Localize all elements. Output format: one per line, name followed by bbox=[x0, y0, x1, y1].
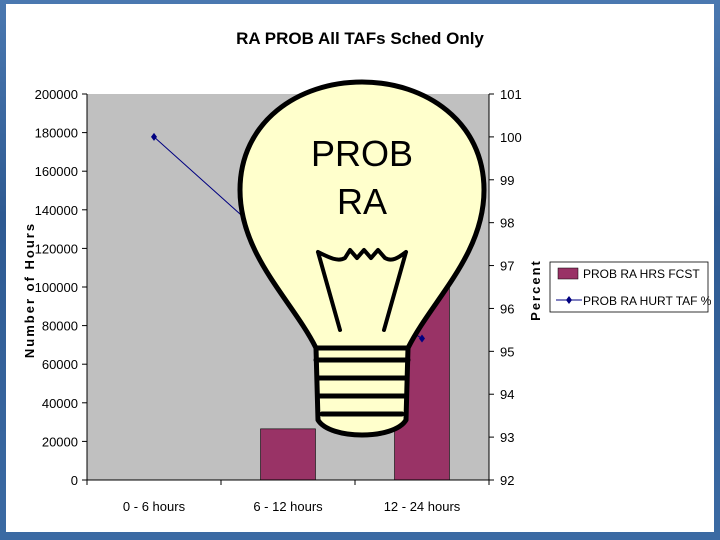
left-tick-label: 60000 bbox=[42, 357, 78, 372]
right-tick-label: 93 bbox=[500, 430, 514, 445]
left-axis-ticks: 2000001800001600001400001200001000008000… bbox=[35, 87, 87, 488]
line-point bbox=[151, 132, 157, 141]
legend-label-bar: PROB RA HRS FCST bbox=[583, 267, 700, 281]
left-tick-label: 140000 bbox=[35, 203, 78, 218]
bar bbox=[260, 428, 316, 481]
left-tick-label: 160000 bbox=[35, 164, 78, 179]
left-tick-label: 80000 bbox=[42, 319, 78, 334]
left-tick-label: 100000 bbox=[35, 280, 78, 295]
right-tick-label: 101 bbox=[500, 87, 522, 102]
left-tick-label: 180000 bbox=[35, 126, 78, 141]
bulb-filament bbox=[316, 248, 408, 332]
left-tick-label: 0 bbox=[71, 473, 78, 488]
legend-swatch-bar bbox=[557, 267, 579, 280]
right-tick-label: 92 bbox=[500, 473, 514, 488]
x-tick-label: 12 - 24 hours bbox=[384, 499, 461, 514]
chart-title: RA PROB All TAFs Sched Only bbox=[236, 29, 484, 48]
left-tick-label: 20000 bbox=[42, 434, 78, 449]
bulb-glass bbox=[237, 79, 487, 351]
x-tick-label: 0 - 6 hours bbox=[123, 499, 186, 514]
lightbulb-icon: PROB RA bbox=[237, 79, 487, 438]
legend-label-line: PROB RA HURT TAF % bbox=[583, 294, 712, 308]
right-axis-ticks: 101 100 99 98 97 96 95 94 93 92 bbox=[489, 87, 522, 488]
right-tick-label: 96 bbox=[500, 301, 514, 316]
line-point bbox=[419, 334, 425, 343]
right-tick-label: 99 bbox=[500, 173, 514, 188]
legend-marker-line bbox=[566, 296, 572, 304]
x-axis-ticks: 0 - 6 hours 6 - 12 hours 12 - 24 hours bbox=[86, 480, 490, 514]
left-tick-label: 120000 bbox=[35, 241, 78, 256]
legend: PROB RA HRS FCST PROB RA HURT TAF % bbox=[549, 261, 712, 313]
left-tick-label: 200000 bbox=[35, 87, 78, 102]
right-tick-label: 97 bbox=[500, 259, 514, 274]
right-tick-label: 98 bbox=[500, 216, 514, 231]
right-tick-label: 100 bbox=[500, 130, 522, 145]
left-tick-label: 40000 bbox=[42, 396, 78, 411]
y2-axis-title: Percent bbox=[528, 259, 543, 321]
bulb-text-line2: RA bbox=[337, 181, 387, 222]
bulb-thread-lines bbox=[313, 357, 411, 417]
y-axis-title: Number of Hours bbox=[22, 222, 37, 358]
right-tick-label: 94 bbox=[500, 387, 514, 402]
x-tick-label: 6 - 12 hours bbox=[253, 499, 323, 514]
bulb-text-line1: PROB bbox=[311, 133, 413, 174]
right-tick-label: 95 bbox=[500, 344, 514, 359]
